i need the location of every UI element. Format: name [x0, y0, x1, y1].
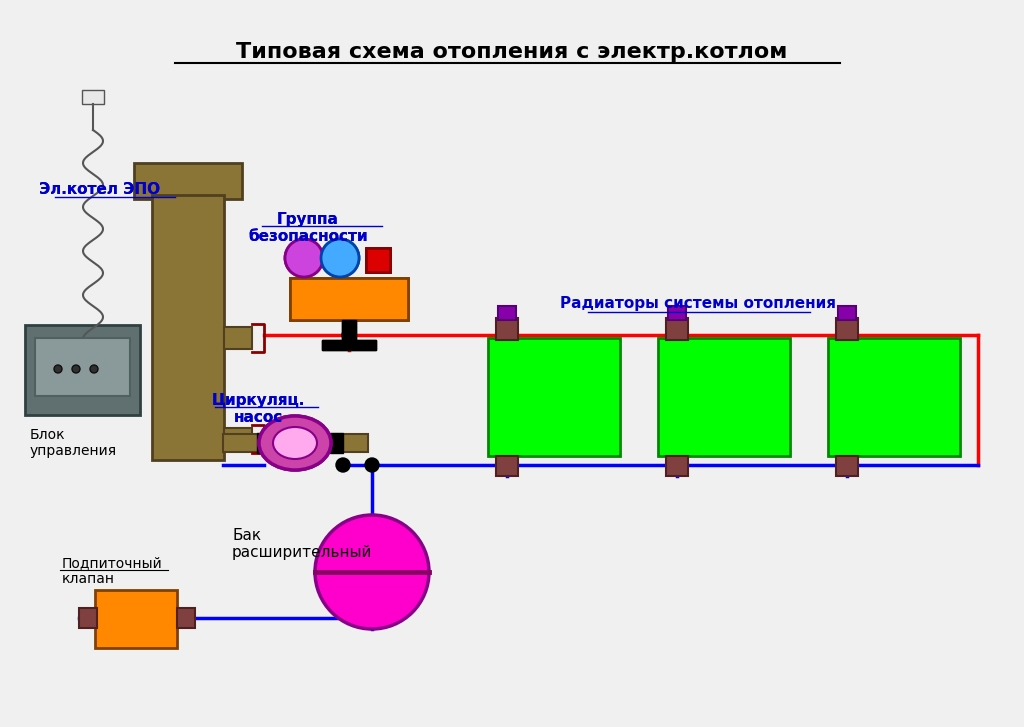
Bar: [342, 320, 356, 342]
Text: Циркуляц.
насос: Циркуляц. насос: [211, 393, 305, 425]
Bar: [79, 608, 97, 628]
Text: Радиаторы системы отопления: Радиаторы системы отопления: [560, 296, 836, 311]
Bar: [828, 338, 961, 456]
Bar: [666, 318, 688, 340]
Bar: [366, 248, 390, 272]
Bar: [224, 327, 252, 349]
Ellipse shape: [273, 427, 317, 459]
Text: Циркуляц.
насос: Циркуляц. насос: [211, 393, 305, 425]
Bar: [330, 433, 343, 453]
Ellipse shape: [259, 416, 331, 470]
Circle shape: [285, 239, 323, 277]
Circle shape: [365, 458, 379, 472]
Bar: [836, 318, 858, 340]
Circle shape: [321, 239, 359, 277]
Bar: [330, 434, 368, 452]
Ellipse shape: [259, 416, 331, 470]
Circle shape: [342, 328, 356, 342]
Bar: [838, 306, 856, 320]
Bar: [95, 590, 177, 648]
Bar: [496, 318, 518, 340]
Text: Группа
безопасности: Группа безопасности: [248, 212, 368, 244]
Bar: [322, 340, 376, 350]
Circle shape: [315, 515, 429, 629]
Bar: [223, 434, 261, 452]
Bar: [498, 306, 516, 320]
Text: Типовая схема отопления с электр.котлом: Типовая схема отопления с электр.котлом: [237, 42, 787, 62]
Bar: [496, 456, 518, 476]
Circle shape: [336, 458, 350, 472]
Bar: [257, 433, 270, 453]
Bar: [224, 428, 252, 450]
Bar: [366, 248, 390, 272]
Ellipse shape: [273, 427, 317, 459]
Bar: [82, 90, 104, 104]
Bar: [134, 163, 242, 199]
Bar: [488, 338, 620, 456]
Bar: [322, 340, 376, 350]
Bar: [342, 320, 356, 342]
Bar: [836, 456, 858, 476]
Bar: [666, 456, 688, 476]
Bar: [25, 325, 140, 415]
Text: Эл.котел ЭПО: Эл.котел ЭПО: [40, 182, 161, 197]
Circle shape: [72, 365, 80, 373]
Bar: [177, 608, 195, 628]
Bar: [290, 278, 408, 320]
Bar: [668, 306, 686, 320]
Circle shape: [285, 239, 323, 277]
Bar: [152, 195, 224, 460]
Bar: [35, 338, 130, 396]
Bar: [290, 278, 408, 320]
Text: Подпиточный
клапан: Подпиточный клапан: [62, 556, 163, 586]
Circle shape: [54, 365, 62, 373]
Text: Блок
управления: Блок управления: [30, 428, 117, 458]
Bar: [658, 338, 790, 456]
Circle shape: [90, 365, 98, 373]
Text: Эл.котел ЭПО: Эл.котел ЭПО: [40, 182, 161, 197]
Text: Бак
расширительный: Бак расширительный: [232, 528, 373, 561]
Circle shape: [321, 239, 359, 277]
Text: Группа
безопасности: Группа безопасности: [248, 212, 368, 244]
